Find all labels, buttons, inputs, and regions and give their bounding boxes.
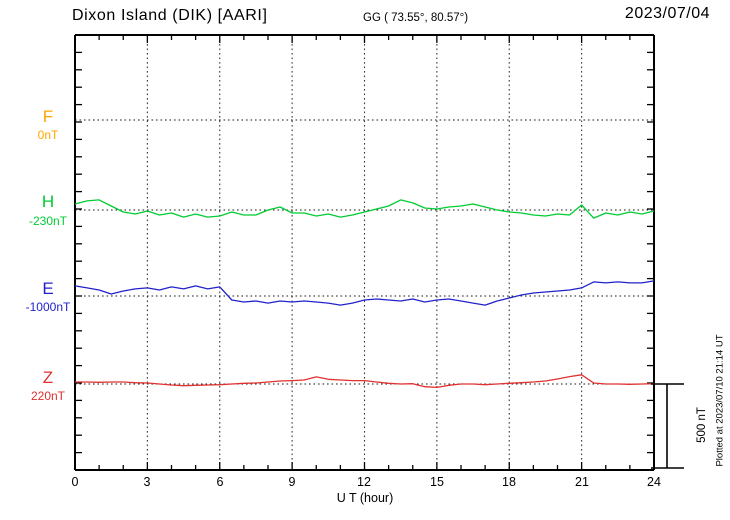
component-label-f: F [42, 107, 54, 126]
component-label-h: H [41, 192, 55, 211]
x-tick-label-15: 15 [430, 475, 444, 489]
component-baseline-h: -230nT [28, 214, 68, 228]
x-tick-label-18: 18 [502, 475, 516, 489]
x-axis-title: U T (hour) [336, 491, 394, 505]
component-baseline-e: -1000nT [25, 300, 71, 314]
x-tick-label-24: 24 [647, 475, 661, 489]
x-tick-label-9: 9 [288, 475, 296, 489]
date-label: 2023/07/04 [624, 5, 710, 22]
station-title: Dixon Island (DIK) [AARI] [72, 7, 268, 24]
x-tick-label-12: 12 [357, 475, 371, 489]
component-label-e: E [42, 279, 54, 298]
trace-z [75, 374, 655, 389]
x-tick-label-6: 6 [216, 475, 224, 489]
x-tick-label-3: 3 [143, 475, 151, 489]
component-label-z: Z [42, 368, 54, 387]
coordinates-label: GG ( 73.55°, 80.57°) [363, 12, 469, 24]
trace-e [74, 280, 655, 306]
x-tick-label-0: 0 [71, 475, 79, 489]
x-tick-label-21: 21 [575, 475, 589, 489]
trace-h [74, 199, 655, 219]
component-baseline-z: 220nT [30, 389, 66, 403]
plotted-at-label: Plotted at 2023/07/10 21:14 UT [714, 334, 726, 467]
scale-bar-label: 500 nT [696, 407, 708, 443]
component-baseline-f: 0nT [37, 128, 59, 142]
